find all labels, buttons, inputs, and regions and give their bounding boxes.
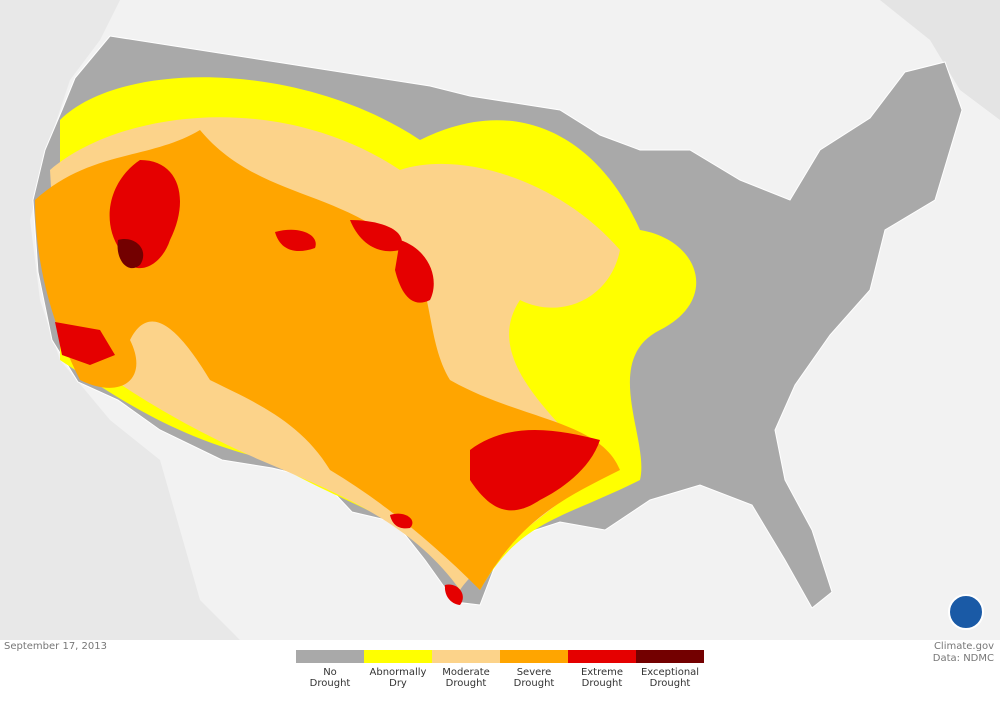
legend-item: Abnormally Dry [364,650,432,689]
drought-area [470,430,600,511]
legend: No Drought Abnormally Dry Moderate Drought… [296,650,704,689]
drought-areas [35,77,697,605]
canada-east [880,0,1000,120]
drought-area [275,229,316,252]
drought-area [117,239,144,269]
legend-item: Extreme Drought [568,650,636,689]
ocean-land [0,0,240,640]
legend-swatch [432,650,500,663]
noaa-logo [948,594,984,630]
legend-label: Moderate Drought [442,667,490,689]
credit-site: Climate.gov [933,641,994,652]
map [0,0,1000,640]
legend-item: No Drought [296,650,364,689]
drought-area [395,240,434,303]
legend-label: No Drought [309,667,351,689]
legend-item: Moderate Drought [432,650,500,689]
legend-swatch [364,650,432,663]
credit-data: Data: NDMC [932,653,994,664]
legend-item: Severe Drought [500,650,568,689]
date: September 17, 2013 [4,641,107,652]
legend-swatch [296,650,364,663]
drought-area [350,220,402,252]
legend-label: Extreme Drought [580,667,624,689]
legend-item: Exceptional Drought [636,650,704,689]
legend-label: Abnormally Dry [369,667,427,689]
drought-area [390,513,413,529]
legend-swatch [636,650,704,663]
legend-swatch [568,650,636,663]
drought-area [444,584,463,605]
drought-area [55,322,115,365]
legend-label: Severe Drought [513,667,555,689]
credit: Climate.gov Data: NDMC [933,641,994,665]
legend-label: Exceptional Drought [640,667,700,689]
legend-swatch [500,650,568,663]
